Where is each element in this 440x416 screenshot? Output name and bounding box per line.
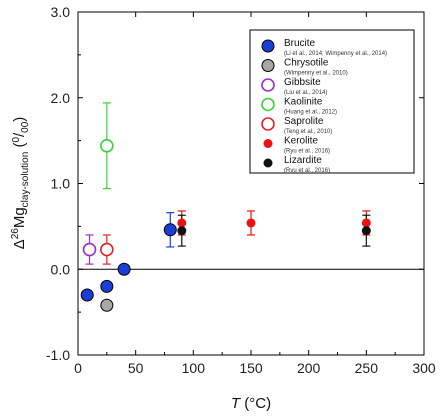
kaolinite-point	[100, 138, 114, 153]
y-axis-mass: 26	[10, 228, 21, 240]
legend-ref-brucite: (Li et al., 2014; Wimpenny et al., 2014)	[284, 51, 387, 57]
legend-ref-lizardite: (Ryu et al., 2016)	[284, 168, 330, 174]
legend-label-kerolite: Kerolite	[284, 136, 318, 147]
x-tick-label: 100	[182, 360, 206, 376]
legend: Brucite (Li et al., 2014; Wimpenny et al.…	[261, 38, 387, 174]
legend-ref-kerolite: (Ryu et al., 2016)	[284, 149, 330, 155]
y-axis-unit-close: )	[11, 117, 28, 122]
y-axis-element: Mg	[11, 207, 28, 228]
legend-marker-saprolite	[261, 117, 275, 131]
x-tick-label: 300	[412, 360, 436, 376]
x-tick-label: 150	[239, 360, 263, 376]
legend-marker-kerolite	[263, 139, 273, 148]
kerolite-point	[361, 218, 371, 228]
x-tick-label: 0	[74, 360, 82, 376]
legend-ref-chrysotile: (Wimpenny et al., 2010)	[284, 71, 348, 77]
brucite-point	[100, 279, 114, 293]
y-axis-label: Δ26Mgclay-solution (0/00)	[10, 117, 31, 250]
x-axis-unit: (°C)	[240, 395, 271, 412]
legend-label-chrysotile: Chrysotile	[284, 58, 329, 69]
x-tick-label: 250	[355, 360, 379, 376]
y-tick-label: -1.0	[46, 347, 70, 363]
legend-ref-kaolinite: (Huang et al., 2012)	[284, 110, 337, 116]
saprolite-point	[100, 242, 114, 257]
x-tick-label: 50	[128, 360, 144, 376]
axis-ticks	[77, 11, 425, 356]
brucite-point	[80, 288, 94, 302]
gibbsite-point	[82, 242, 97, 257]
y-axis-unit-sub: 00	[20, 121, 31, 133]
legend-marker-lizardite	[263, 158, 273, 168]
legend-marker-chrysotile	[261, 59, 275, 72]
x-tick-label: 200	[297, 360, 321, 376]
legend-marker-brucite	[261, 39, 275, 53]
legend-box	[249, 29, 415, 174]
legend-ref-gibbsite: (Liu et al., 2014)	[284, 90, 327, 96]
lizardite-point	[361, 226, 371, 236]
y-tick-label: 2.0	[51, 90, 71, 106]
brucite-point	[117, 262, 131, 276]
brucite-point	[163, 223, 177, 237]
legend-ref-saprolite: (Teng et al., 2010)	[284, 129, 332, 135]
y-axis-unit-open: (	[11, 143, 28, 152]
x-tick-labels: 0 50 100 150 200 250 300	[74, 360, 436, 376]
kerolite-point	[246, 218, 256, 228]
y-tick-label: 0.0	[51, 261, 71, 277]
kerolite-point	[177, 218, 187, 228]
chrysotile-point	[100, 298, 114, 312]
legend-marker-kaolinite	[261, 97, 275, 112]
y-axis-delta: Δ	[11, 239, 28, 249]
legend-label-saprolite: Saprolite	[284, 116, 324, 127]
lizardite-point	[177, 226, 187, 236]
y-tick-label: 1.0	[51, 176, 71, 192]
legend-label-brucite: Brucite	[284, 38, 316, 49]
legend-label-gibbsite: Gibbsite	[284, 77, 321, 88]
x-axis-symbol: T	[231, 395, 242, 412]
legend-marker-gibbsite	[261, 78, 275, 92]
legend-label-kaolinite: Kaolinite	[284, 97, 323, 108]
y-tick-labels: -1.0 0.0 1.0 2.0 3.0	[46, 4, 70, 363]
y-tick-label: 3.0	[51, 4, 71, 20]
x-axis-label: T (°C)	[231, 395, 271, 412]
y-axis-unit-slash: /	[11, 132, 28, 137]
data-points	[80, 138, 371, 312]
y-axis-unit-sup: 0	[11, 137, 22, 143]
legend-label-lizardite: Lizardite	[284, 155, 322, 166]
y-axis-subscript: clay-solution	[20, 152, 31, 208]
